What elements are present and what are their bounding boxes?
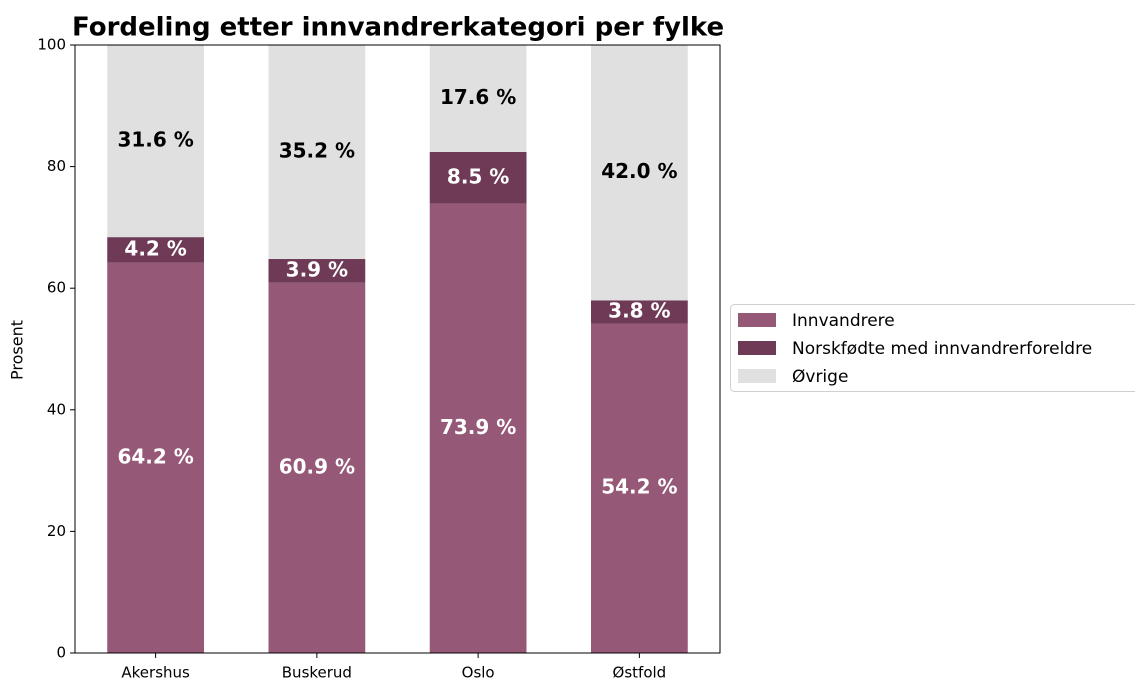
legend-box: [730, 304, 1135, 392]
bar-segment: [268, 45, 366, 260]
bar-segment: [107, 45, 204, 238]
y-tick-label: 60: [47, 279, 66, 297]
x-tick-label: Østfold: [613, 664, 667, 681]
y-tick-label: 80: [47, 157, 66, 175]
legend-swatch: [738, 369, 776, 383]
y-tick-label: 40: [47, 400, 66, 418]
value-label: 54.2 %: [601, 475, 677, 499]
legend-swatch: [738, 313, 776, 327]
x-tick-label: Oslo: [462, 664, 495, 681]
bar-segment: [591, 300, 688, 324]
value-label: 4.2 %: [124, 236, 186, 260]
legend-label: Norskfødte med innvandrerforeldre: [792, 339, 1092, 359]
chart-title: Fordeling etter innvandrerkategori per f…: [72, 13, 724, 43]
legend-label: Innvandrere: [792, 311, 895, 331]
bar-segment: [591, 323, 688, 653]
value-label: 3.8 %: [608, 298, 670, 322]
y-tick-label: 0: [56, 644, 66, 662]
value-label: 17.6 %: [440, 85, 516, 109]
value-label: 3.9 %: [286, 257, 348, 281]
bar-segment: [591, 45, 688, 301]
value-label: 42.0 %: [601, 159, 677, 183]
legend-swatch: [738, 341, 776, 355]
y-tick-label: 100: [37, 36, 66, 54]
bar-segment: [107, 262, 204, 653]
x-tick-label: Buskerud: [282, 664, 352, 681]
value-label: 60.9 %: [279, 454, 355, 478]
value-label: 35.2 %: [279, 139, 355, 163]
y-axis-label: Prosent: [8, 320, 27, 380]
bar-segment: [268, 282, 366, 653]
bar-segment: [107, 237, 204, 263]
x-tick-label: Akershus: [121, 664, 190, 681]
value-label: 31.6 %: [117, 128, 193, 152]
y-tick-label: 20: [47, 522, 66, 540]
legend-label: Øvrige: [792, 367, 848, 387]
bar-segment: [268, 259, 366, 283]
value-label: 64.2 %: [117, 444, 193, 468]
bar-segment: [429, 45, 527, 153]
value-label: 8.5 %: [447, 164, 509, 188]
plot-frame: [74, 44, 721, 654]
bar-segment: [429, 203, 527, 654]
bar-segment: [429, 152, 527, 204]
value-label: 73.9 %: [440, 415, 516, 439]
